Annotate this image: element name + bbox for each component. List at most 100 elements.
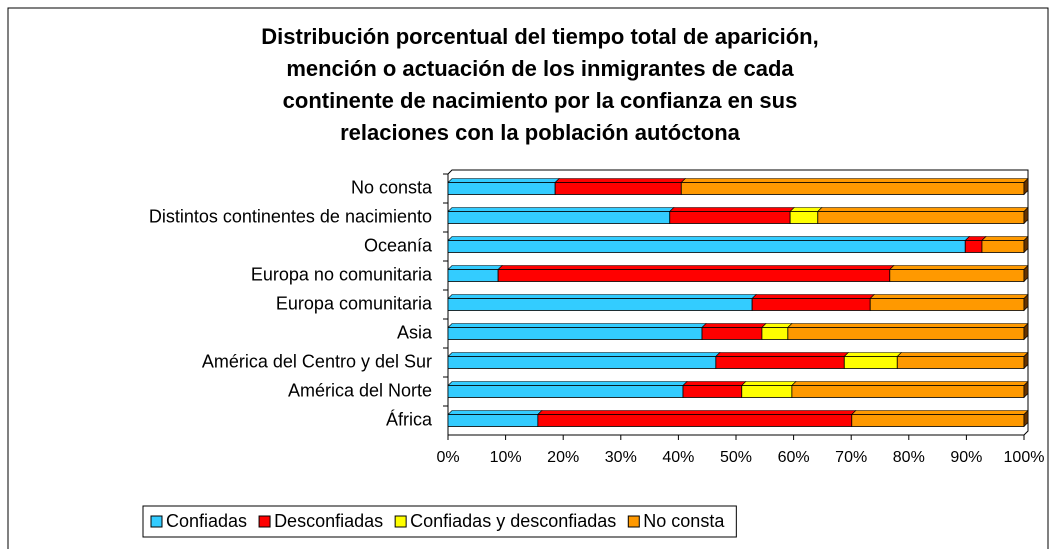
bar: [843, 356, 898, 369]
bar: [896, 356, 1025, 369]
bar: [447, 269, 499, 282]
bar: [869, 298, 1025, 311]
bar: [447, 327, 703, 340]
bar: [789, 211, 819, 224]
x-tick-label: 70%: [835, 449, 867, 466]
bar-top: [751, 294, 875, 299]
bar: [537, 414, 853, 427]
bar: [447, 182, 556, 195]
y-tick-label: Oceanía: [364, 235, 433, 255]
bar-top: [447, 178, 560, 183]
bar-side: [1023, 206, 1029, 225]
x-tick-label: 30%: [605, 449, 637, 466]
y-tick-label: África: [386, 409, 433, 429]
y-tick-label: No consta: [351, 177, 433, 197]
bar-top: [554, 178, 687, 183]
bar: [680, 182, 1025, 195]
bar: [447, 298, 753, 311]
y-tick-label: Asia: [397, 322, 433, 342]
bar: [851, 414, 1025, 427]
bar-top: [537, 410, 857, 415]
bar: [715, 356, 845, 369]
bar-top: [447, 265, 503, 270]
bar-side: [1023, 235, 1029, 254]
bar-top: [701, 323, 767, 328]
bar-top: [447, 410, 543, 415]
bar: [981, 240, 1025, 253]
bar-top: [817, 207, 1029, 212]
y-tick-label: América del Centro y del Sur: [202, 351, 432, 371]
bar: [751, 298, 871, 311]
bar-top: [447, 236, 970, 241]
bar-top: [741, 381, 797, 386]
bar: [791, 385, 1025, 398]
bar-top: [447, 207, 675, 212]
bar-top: [791, 381, 1029, 386]
legend-label: No consta: [643, 511, 725, 531]
bar-top: [889, 265, 1029, 270]
x-tick-label: 10%: [490, 449, 522, 466]
bar: [701, 327, 763, 340]
bar: [817, 211, 1025, 224]
bar: [497, 269, 891, 282]
bar-side: [1023, 177, 1029, 196]
x-tick-label: 0%: [436, 449, 459, 466]
bar: [447, 240, 966, 253]
chart-title: mención o actuación de los inmigrantes d…: [286, 56, 794, 81]
bar-top: [669, 207, 795, 212]
bar: [889, 269, 1025, 282]
bar: [741, 385, 793, 398]
y-tick-label: Europa no comunitaria: [251, 264, 433, 284]
bar: [669, 211, 791, 224]
chart-title: Distribución porcentual del tiempo total…: [261, 24, 818, 49]
bar-top: [843, 352, 903, 357]
bar-side: [1023, 351, 1029, 370]
bar-top: [447, 294, 757, 299]
bar-top: [761, 323, 793, 328]
bar: [554, 182, 682, 195]
x-tick-label: 80%: [893, 449, 925, 466]
bar-top: [896, 352, 1029, 357]
legend-label: Desconfiadas: [274, 511, 383, 531]
bar-side: [1023, 264, 1029, 283]
bar-top: [447, 323, 707, 328]
x-tick-label: 60%: [778, 449, 810, 466]
x-tick-label: 100%: [1004, 449, 1045, 466]
y-tick-label: Distintos continentes de nacimiento: [149, 206, 432, 226]
bar-side: [1023, 409, 1029, 428]
y-tick-label: América del Norte: [288, 380, 432, 400]
bar-top: [680, 178, 1029, 183]
bar: [682, 385, 743, 398]
bar: [787, 327, 1025, 340]
x-tick-label: 50%: [720, 449, 752, 466]
bar-top: [447, 381, 688, 386]
bar-top: [497, 265, 895, 270]
legend-label: Confiadas: [166, 511, 247, 531]
bar-side: [1023, 322, 1029, 341]
bar: [964, 240, 983, 253]
bar-top: [787, 323, 1029, 328]
bar: [447, 385, 684, 398]
chart-title: relaciones con la población autóctona: [340, 120, 741, 145]
bar-side: [1023, 293, 1029, 312]
bar-top: [869, 294, 1029, 299]
legend-swatch: [394, 515, 407, 528]
x-tick-label: 40%: [662, 449, 694, 466]
bar-side: [1023, 380, 1029, 399]
legend-swatch: [258, 515, 271, 528]
bar-top: [851, 410, 1029, 415]
legend-swatch: [150, 515, 163, 528]
bar-top: [447, 352, 721, 357]
legend-label: Confiadas y desconfiadas: [410, 511, 616, 531]
chart-title: continente de nacimiento por la confianz…: [283, 88, 798, 113]
bar: [447, 414, 539, 427]
x-tick-label: 20%: [547, 449, 579, 466]
bar-top: [715, 352, 850, 357]
x-tick-label: 90%: [950, 449, 982, 466]
y-tick-label: Europa comunitaria: [276, 293, 433, 313]
bar-top: [789, 207, 823, 212]
bar: [447, 356, 717, 369]
bar: [761, 327, 789, 340]
bar: [447, 211, 671, 224]
